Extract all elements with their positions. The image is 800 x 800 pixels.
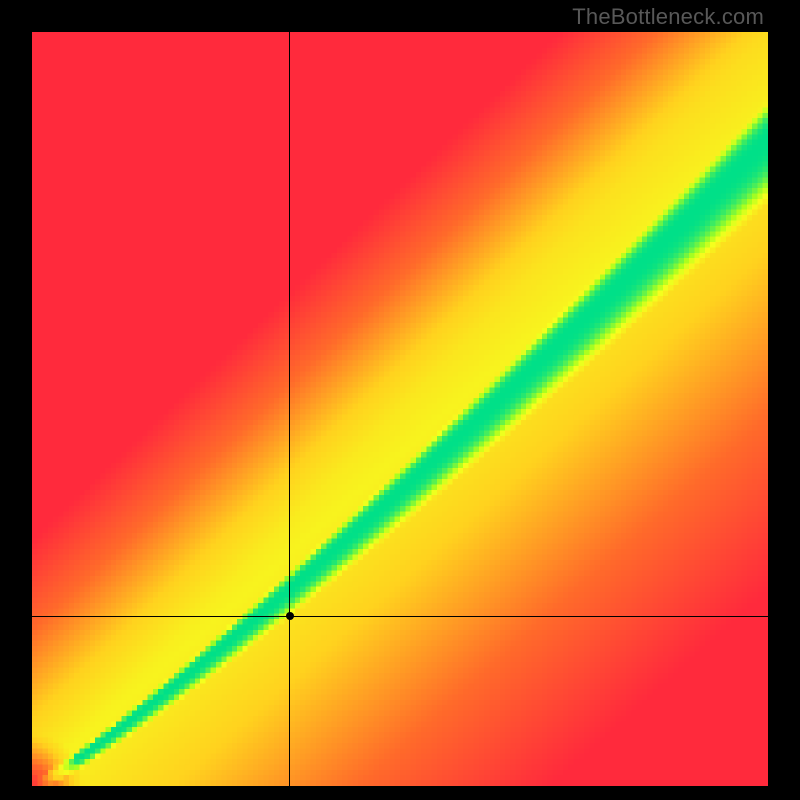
crosshair-vertical: [289, 32, 290, 786]
chart-frame: TheBottleneck.com: [0, 0, 800, 800]
watermark-text: TheBottleneck.com: [572, 4, 764, 30]
heatmap-canvas: [32, 32, 768, 786]
crosshair-dot: [286, 612, 294, 620]
crosshair-horizontal: [32, 616, 768, 617]
heatmap-plot: [32, 32, 768, 786]
